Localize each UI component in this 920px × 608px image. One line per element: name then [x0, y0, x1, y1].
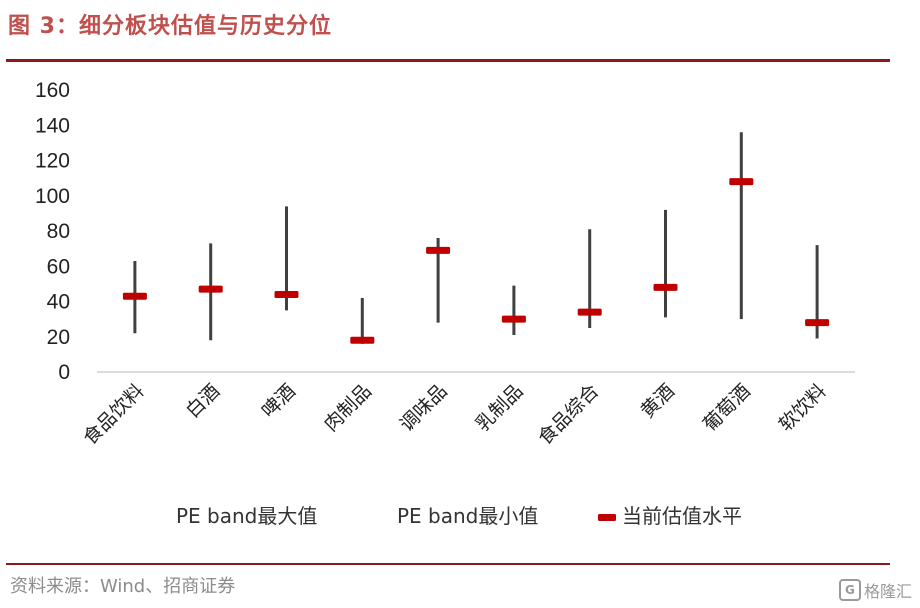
current-valuation-marker — [729, 178, 754, 186]
legend-label: 当前估值水平 — [622, 504, 742, 528]
title-divider — [6, 59, 890, 62]
legend-current-marker-icon — [598, 514, 616, 521]
y-tick-label: 80 — [47, 220, 70, 243]
x-tick-label: 食品饮料 — [79, 380, 148, 449]
watermark-logo-icon: G — [838, 579, 861, 601]
legend: PE band最大值 PE band最小值 当前估值水平 — [176, 504, 742, 528]
x-tick-label: 软饮料 — [775, 380, 831, 436]
current-valuation-marker — [501, 315, 526, 323]
current-valuation-marker — [122, 292, 147, 300]
y-axis: 0 20 40 60 80 100 120 140 160 — [35, 79, 70, 384]
watermark-text: 格隆汇 — [863, 582, 912, 601]
x-tick-label: 白酒 — [182, 380, 224, 422]
current-valuation-marker — [350, 336, 375, 344]
source-note: 资料来源：Wind、招商证券 — [10, 576, 236, 597]
y-tick-label: 140 — [35, 114, 70, 137]
current-markers — [122, 178, 830, 344]
x-tick-label: 黄酒 — [637, 380, 679, 422]
current-valuation-marker — [653, 283, 678, 291]
x-tick-label: 乳制品 — [472, 380, 528, 436]
y-tick-label: 100 — [35, 185, 70, 208]
x-axis-labels: 食品饮料 白酒 啤酒 肉制品 调味品 乳制品 食品综合 黄酒 葡萄酒 软饮料 — [79, 380, 831, 449]
figure-title: 图 3：细分板块估值与历史分位 — [8, 14, 332, 39]
legend-label: PE band最小值 — [397, 504, 538, 528]
footer-divider — [6, 563, 890, 565]
current-valuation-marker — [426, 246, 451, 254]
x-tick-label: 啤酒 — [258, 380, 300, 422]
current-valuation-marker — [274, 290, 299, 298]
y-tick-label: 40 — [47, 291, 70, 314]
y-tick-label: 160 — [35, 79, 70, 102]
current-valuation-marker — [198, 285, 223, 293]
x-tick-label: 调味品 — [396, 380, 452, 436]
x-tick-label: 葡萄酒 — [699, 380, 755, 436]
y-tick-label: 60 — [47, 255, 70, 278]
current-valuation-marker — [577, 308, 602, 316]
x-tick-label: 食品综合 — [534, 380, 603, 449]
range-lines — [133, 132, 819, 344]
x-tick-label: 肉制品 — [320, 380, 376, 436]
watermark: G 格隆汇 — [838, 578, 912, 602]
y-tick-label: 20 — [47, 326, 70, 349]
y-tick-label: 0 — [58, 361, 70, 384]
legend-label: PE band最大值 — [176, 504, 317, 528]
current-valuation-marker — [805, 319, 830, 327]
pe-band-chart: 0 20 40 60 80 100 120 140 160 食品饮料 白酒 啤酒 肉制品 调味品 乳制品食… — [35, 79, 855, 528]
y-tick-label: 120 — [35, 150, 70, 173]
